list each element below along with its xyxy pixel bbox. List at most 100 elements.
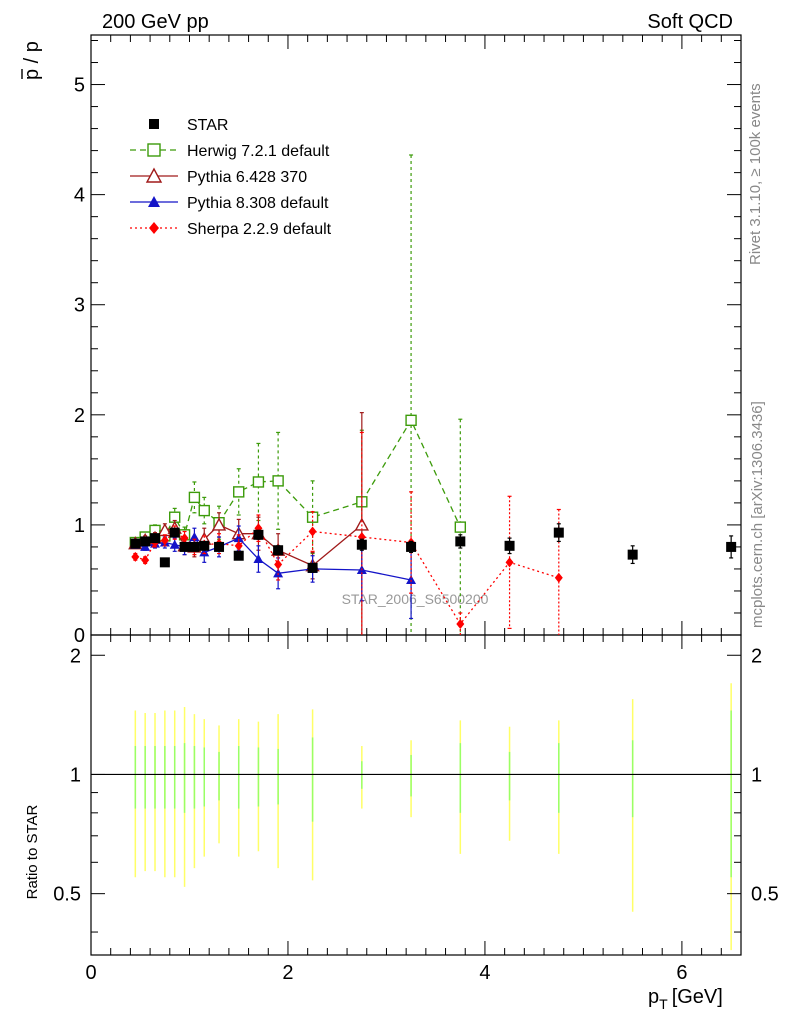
main-y-tick-label: 5	[74, 75, 85, 97]
main-ylabel-pbar: p	[21, 69, 43, 80]
data-point	[505, 557, 514, 568]
data-point	[180, 533, 189, 544]
x-tick-label: 4	[479, 962, 490, 984]
ratio-y-tick-label-right: 1	[751, 764, 762, 786]
data-point	[130, 538, 141, 549]
data-point	[627, 549, 638, 560]
main-y-tick-label: 0	[74, 625, 85, 647]
legend-entry: Sherpa 2.2.9 default	[130, 221, 332, 238]
data-point	[554, 572, 563, 583]
data-point	[456, 618, 465, 629]
ratio-ylabel: Ratio to STAR	[24, 804, 41, 899]
x-axis-label-p: p	[648, 986, 659, 1008]
data-point	[160, 535, 169, 546]
ratio-y-tick-label-left: 1	[70, 764, 81, 786]
series-pythia-6-428-370	[128, 412, 370, 635]
data-point	[454, 521, 467, 533]
data-point	[233, 486, 245, 498]
ratio-y-tick-label-right: 0.5	[751, 884, 779, 906]
data-point	[141, 555, 150, 566]
main-axis-ticks: 0 1 2 3 4 5	[74, 35, 742, 647]
data-point	[189, 532, 200, 542]
data-point	[198, 504, 210, 517]
data-point	[356, 539, 367, 550]
data-point	[211, 517, 227, 531]
x-axis-label-unit: [GeV]	[672, 986, 723, 1008]
data-point	[169, 539, 180, 549]
legend-entry: Pythia 8.308 default	[130, 195, 329, 212]
data-series	[128, 154, 737, 635]
main-ylabel-p: p	[21, 41, 43, 52]
main-y-tick-label: 1	[74, 515, 85, 537]
legend-entry: STAR	[149, 117, 228, 134]
data-point	[406, 574, 417, 584]
data-point	[140, 536, 151, 547]
x-axis-label-sub: T	[659, 996, 668, 1012]
mcplots-reference-label: mcplots.cern.ch [arXiv:1306.3436]	[749, 401, 766, 628]
data-point	[273, 568, 284, 578]
series-star	[130, 523, 737, 573]
x-tick-label: 0	[85, 962, 96, 984]
header-left-label: 200 GeV pp	[102, 11, 209, 33]
legend-entry: Pythia 6.428 370	[130, 167, 307, 186]
rivet-version-label: Rivet 3.1.10, ≥ 100k events	[747, 83, 764, 265]
data-point	[253, 529, 264, 540]
data-point	[455, 536, 466, 547]
data-point	[159, 557, 170, 568]
data-point	[406, 541, 417, 552]
data-point	[504, 540, 515, 551]
main-y-tick-label: 3	[74, 295, 85, 317]
x-tick-label: 2	[282, 962, 293, 984]
ratio-y-tick-label-left: 2	[70, 645, 81, 667]
analysis-watermark: STAR_2006_S6500200	[342, 591, 489, 607]
data-point	[273, 545, 284, 556]
legend-marker	[147, 143, 161, 157]
data-point	[214, 541, 225, 552]
ratio-y-tick-label-left: 0.5	[53, 884, 81, 906]
data-point	[307, 562, 318, 573]
data-point	[179, 541, 190, 552]
legend-label: Sherpa 2.2.9 default	[187, 221, 332, 238]
data-point	[189, 541, 200, 552]
data-point	[233, 533, 244, 543]
data-point	[253, 554, 264, 564]
x-axis-label: pT [GeV]	[648, 986, 723, 1012]
data-point	[274, 559, 283, 570]
main-ylabel-slash: /	[21, 52, 43, 69]
legend-label: Herwig 7.2.1 default	[187, 143, 330, 160]
data-point	[199, 540, 210, 551]
data-point	[252, 476, 265, 488]
x-tick-label: 6	[676, 962, 687, 984]
ratio-axis-ticks: 0.5 0.5 1 1 2 2 0 2 4 6	[53, 635, 779, 984]
legend-label: Pythia 6.428 370	[187, 169, 307, 186]
legend-label: Pythia 8.308 default	[187, 195, 329, 212]
data-point	[150, 533, 161, 544]
data-point	[140, 541, 151, 551]
ratio-y-tick-label-right: 2	[751, 645, 762, 667]
ratio-uncertainty-bands	[134, 683, 732, 951]
data-point	[131, 551, 140, 562]
legend-marker	[148, 196, 160, 207]
data-point	[272, 475, 284, 487]
data-point	[308, 526, 317, 537]
legend-marker	[149, 222, 159, 234]
legend-marker	[145, 167, 163, 183]
legend-entry: Herwig 7.2.1 default	[130, 143, 330, 160]
header-right-label: Soft QCD	[647, 11, 733, 33]
data-point	[726, 541, 737, 552]
data-point	[169, 527, 180, 538]
legend-marker	[149, 119, 159, 129]
legend-label: STAR	[187, 117, 228, 134]
data-point	[233, 550, 244, 561]
main-ylabel: p / p	[21, 41, 43, 80]
legend: STAR Herwig 7.2.1 default Pythia 6.428 370…	[130, 117, 332, 238]
ratio-panel-frame	[90, 634, 742, 956]
data-point	[234, 540, 243, 551]
main-y-tick-label: 4	[74, 185, 85, 207]
data-point	[405, 414, 417, 427]
main-y-tick-label: 2	[74, 405, 85, 427]
series-line	[134, 418, 461, 544]
data-point	[553, 527, 564, 538]
data-point	[188, 491, 201, 504]
